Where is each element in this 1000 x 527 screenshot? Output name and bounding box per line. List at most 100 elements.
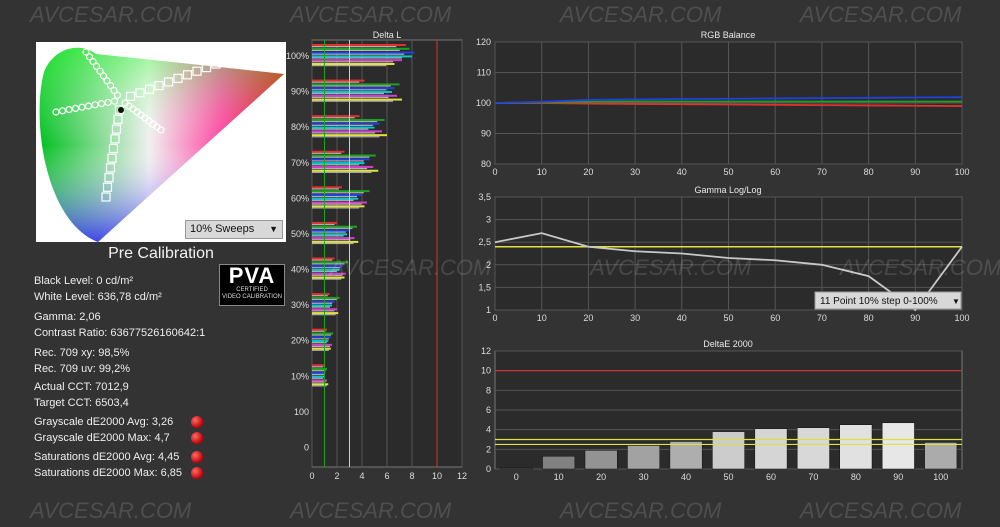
delta-l-bar-shade [312,46,397,48]
cie-target-square [105,163,116,173]
cie-target-square [125,91,136,102]
delta-l-category-label: 60% [291,193,309,203]
delta-l-bar-shade [312,278,342,280]
cie-measured-point [91,101,99,109]
stat-rec709-uv: Rec. 709 uv: 99,2% [34,363,131,375]
delta-l-bar-shade [312,136,380,138]
delta-l-x-tick: 8 [409,471,414,481]
cie-measured-point [157,126,165,134]
deltae-bar [542,455,576,470]
x-tick-label: 0 [492,313,497,323]
cie-target-square [101,192,111,202]
delta-l-bar [312,55,412,58]
deltae-x-tick: 80 [851,472,861,482]
delta-l-bar [312,368,327,371]
cie-measured-point [99,72,108,80]
x-tick-label: 60 [770,313,780,323]
x-tick-label: 20 [583,167,593,177]
y-tick-label: 110 [477,68,491,78]
x-tick-label: 30 [630,167,640,177]
deltae-x-tick: 70 [808,472,818,482]
delta-l-chart: Delta L 0 2 4 6 8 10 12 100% 90% 80% 70% 60% 50% 40% 3… [286,30,467,481]
delta-l-bar [312,268,340,271]
cie-target-square [113,114,123,125]
y-tick-label: 2,5 [478,237,491,247]
stat-gamma: Gamma: 2,06 [34,311,101,323]
cie-target-square [154,80,164,91]
delta-l-bar [312,257,335,260]
pva-logo-text: PVA [228,263,276,288]
x-tick-label: 90 [910,313,920,323]
delta-l-bar [312,47,410,50]
delta-l-bar-shade [312,49,400,51]
x-tick-label: 10 [537,313,547,323]
cie-target-square [192,66,202,76]
deltae-x-tick: 90 [893,472,903,482]
x-tick-label: 40 [677,313,687,323]
series-line [494,100,962,104]
delta-l-bar [312,90,392,93]
delta-l-bar [312,190,370,193]
delta-l-bar [312,118,385,121]
status-dot-saturation-max [191,467,203,479]
cie-target-square [102,182,113,192]
delta-l-bar [312,126,375,129]
delta-l-bar [312,229,350,232]
cie-measured-point [110,86,118,95]
y-tick-label: 100 [476,98,491,108]
deltae-bar [797,427,830,470]
delta-l-bar-shade [312,61,393,63]
y-tick-label: 120 [476,37,491,47]
delta-l-category-label: 100% [286,51,309,61]
deltae-x-tick: 100 [933,472,948,482]
delta-l-bar [312,296,340,299]
delta-l-bar-shade [312,192,364,194]
delta-l-bar-shade [312,274,343,276]
cie-target-square [111,124,122,134]
cie-measured-point [104,98,112,107]
delta-l-bar-shade [312,223,335,226]
delta-l-bar [312,379,327,382]
x-tick-label: 30 [630,313,640,323]
deltae-bar [669,441,703,470]
delta-l-bar-shade [312,199,354,201]
cie-target-square [108,143,119,154]
sweep-dropdown[interactable]: 10% Sweeps ▼ [185,220,283,239]
delta-l-bar [312,265,344,268]
delta-l-category-label: 40% [291,265,309,275]
series-line [494,232,963,312]
delta-l-category-label: 30% [291,300,309,310]
cie-measured-point [78,103,86,111]
x-tick-label: 80 [864,167,874,177]
delta-l-category-label: 80% [291,122,309,132]
delta-l-bar [312,300,335,303]
sweep-dropdown-label: 10% Sweeps [190,223,255,235]
delta-l-bar-shade [312,96,389,98]
delta-l-bar-shade [312,81,360,83]
rgb-balance-chart: RGB Balance 80 90 100 110 120 0 10 20 30 40 50 60 70… [476,30,970,177]
delta-l-bar-shade [312,310,335,312]
gamma-dropdown[interactable] [814,291,962,310]
delta-l-bar-shade [312,377,324,379]
delta-l-bar-shade [312,314,336,316]
stat-white-level: White Level: 636,78 cd/m² [34,291,162,303]
delta-l-bar [312,44,406,46]
delta-l-bar-shade [312,227,353,229]
delta-l-bar [312,122,380,125]
delta-l-bar [312,225,357,228]
delta-l-bar [312,347,331,350]
cie-measured-point [52,108,60,116]
delta-l-bar [312,87,395,90]
y-tick-label: 90 [481,129,491,139]
delta-l-bar-shade [312,164,360,166]
delta-l-x-tick: 12 [457,471,467,481]
deltae-y-tick: 12 [481,346,491,356]
delta-l-bar-shade [312,203,362,205]
x-tick-label: 70 [817,313,827,323]
x-tick-label: 70 [817,167,827,177]
delta-l-category-label: 90% [291,87,309,97]
deltae-bar [839,424,873,470]
gamma-chart: Gamma Log/Log 1 1,5 2 2,5 3 3,5 0 10 20 30 40 50 60 7… [478,185,969,323]
delta-l-bar [312,343,332,346]
cie-measured-point [110,97,119,105]
